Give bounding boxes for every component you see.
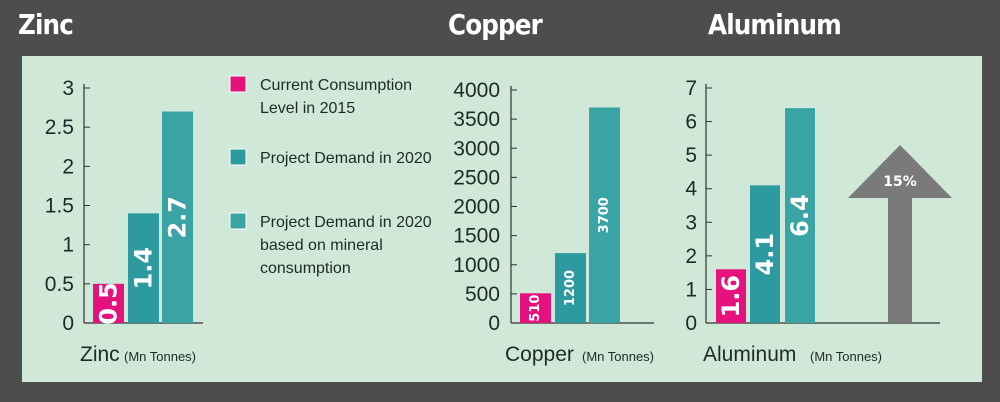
zinc-tick-label: 0.5 xyxy=(45,273,74,296)
zinc-tick-label: 3 xyxy=(62,77,74,100)
copper-x-axis-title: Copper xyxy=(505,343,574,366)
zinc-tick-label: 0 xyxy=(62,312,74,335)
copper-x-axis-unit: (Mn Tonnes) xyxy=(582,349,654,364)
copper-tick-label: 1500 xyxy=(453,225,500,248)
zinc-data-label: 0.5 xyxy=(95,282,123,325)
legend-label: consumption xyxy=(260,260,351,277)
copper-tick-label: 500 xyxy=(465,283,500,306)
zinc-x-axis-title: Zinc xyxy=(80,343,120,366)
copper-data-label: 3700 xyxy=(597,197,612,233)
aluminum-tick-label: 5 xyxy=(685,144,697,167)
zinc-heading: Zinc xyxy=(18,8,74,41)
copper-bar xyxy=(520,293,551,323)
legend-swatch xyxy=(229,75,247,93)
copper-tick-label: 2000 xyxy=(453,196,500,219)
zinc-tick-label: 1.5 xyxy=(45,195,74,218)
aluminum-heading: Aluminum xyxy=(708,8,842,41)
zinc-bar xyxy=(128,213,159,323)
copper-tick-label: 3500 xyxy=(453,108,500,131)
copper-bar xyxy=(589,107,620,323)
zinc-tick-label: 2.5 xyxy=(45,116,74,139)
copper-data-label: 510 xyxy=(528,295,543,322)
aluminum-x-axis-unit: (Mn Tonnes) xyxy=(810,349,882,364)
aluminum-bar xyxy=(750,185,780,323)
aluminum-bar xyxy=(785,108,815,324)
aluminum-x-axis-title: Aluminum xyxy=(703,343,796,366)
growth-arrow-label: 15% xyxy=(883,174,917,190)
aluminum-bar xyxy=(716,269,746,323)
copper-data-label: 1200 xyxy=(563,270,578,306)
zinc-tick-label: 1 xyxy=(62,234,74,257)
legend-swatch xyxy=(229,212,247,230)
legend-label: Project Demand in 2020 xyxy=(260,214,432,231)
aluminum-tick-label: 6 xyxy=(685,111,697,134)
aluminum-tick-label: 7 xyxy=(685,77,697,100)
zinc-bar xyxy=(162,111,193,323)
aluminum-data-label: 6.4 xyxy=(786,194,814,237)
aluminum-tick-label: 4 xyxy=(685,178,697,201)
aluminum-tick-label: 3 xyxy=(685,211,697,234)
zinc-tick-label: 2 xyxy=(62,155,74,178)
aluminum-data-label: 1.6 xyxy=(717,275,745,318)
legend-label: Level in 2015 xyxy=(260,100,355,117)
copper-tick-label: 2500 xyxy=(453,166,500,189)
copper-bar xyxy=(555,253,586,323)
aluminum-tick-label: 0 xyxy=(685,312,697,335)
growth-arrow-icon xyxy=(848,145,952,322)
zinc-bar xyxy=(93,283,124,323)
aluminum-tick-label: 2 xyxy=(685,245,697,268)
zinc-data-label: 1.4 xyxy=(130,247,158,290)
legend-swatch xyxy=(229,148,247,166)
zinc-x-axis-unit: (Mn Tonnes) xyxy=(124,349,196,364)
legend-label: Project Demand in 2020 xyxy=(260,150,432,167)
aluminum-tick-label: 1 xyxy=(685,278,697,301)
copper-tick-label: 0 xyxy=(488,312,500,335)
copper-tick-label: 1000 xyxy=(453,254,500,277)
zinc-data-label: 2.7 xyxy=(164,196,192,239)
aluminum-data-label: 4.1 xyxy=(751,233,779,276)
copper-tick-label: 3000 xyxy=(453,137,500,160)
copper-heading: Copper xyxy=(448,8,543,41)
copper-tick-label: 4000 xyxy=(453,79,500,102)
legend-label: based on mineral xyxy=(260,237,383,254)
legend-label: Current Consumption xyxy=(260,77,412,94)
